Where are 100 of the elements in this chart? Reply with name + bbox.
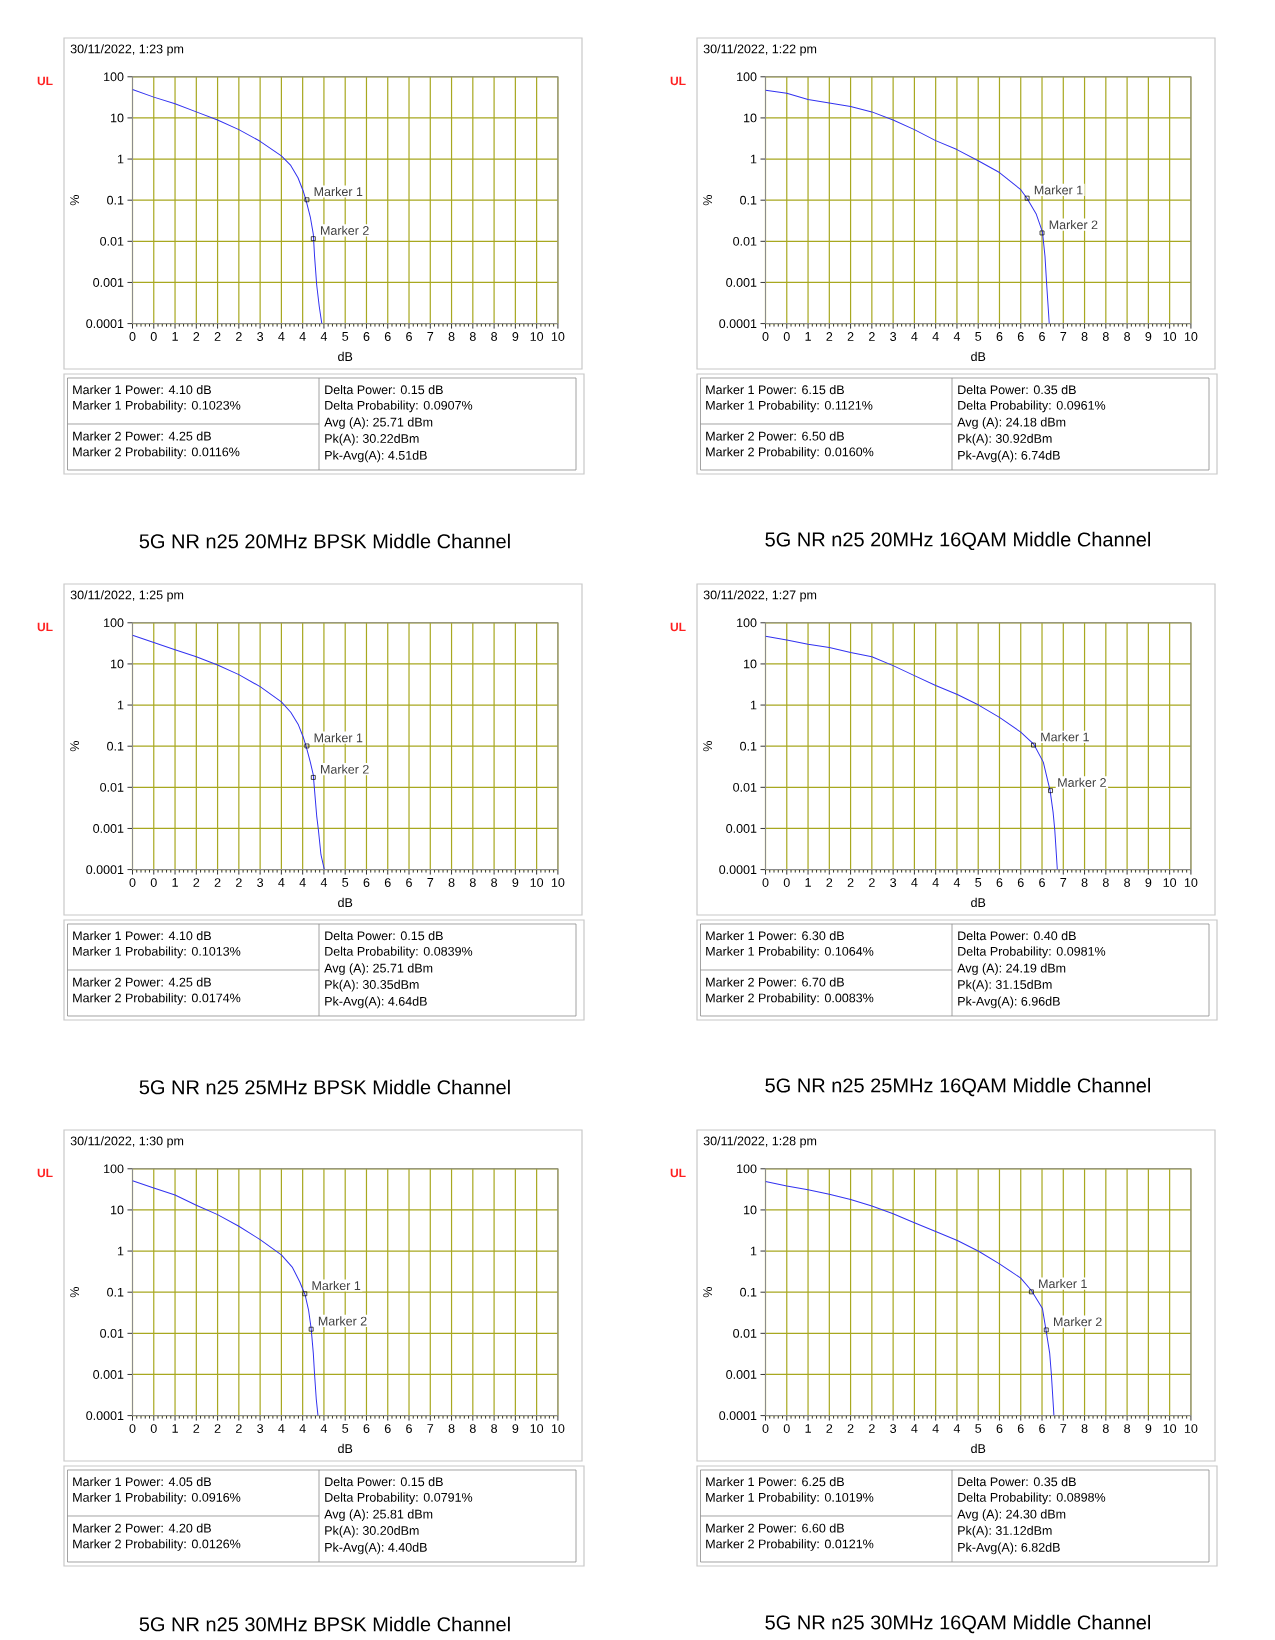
x-tick-label: 7 [427, 332, 434, 341]
x-tick-label: 8 [1102, 1424, 1109, 1433]
text: Marker 1 Probability: 0.1013% [73, 946, 241, 959]
x-tick-label: 2 [869, 878, 875, 887]
x-tick-label: 9 [512, 878, 519, 887]
x-tick-label: 2 [193, 1424, 200, 1433]
x-tick-label: 2 [826, 1424, 833, 1433]
y-tick-label: 100 [737, 618, 757, 628]
text: UL [37, 622, 53, 632]
x-tick-label: 0 [762, 1424, 769, 1433]
text: Avg (A): 25.71 dBm [324, 963, 433, 976]
text: Marker 1 Probability: 0.1023% [73, 400, 241, 413]
text: Pk-Avg(A): 4.40dB [325, 1542, 427, 1555]
y-axis-title: % [703, 741, 713, 752]
y-tick-label: 0.01 [733, 236, 757, 246]
x-tick-label: 2 [193, 332, 200, 341]
text: Marker 2 Probability: 0.0160% [706, 447, 874, 459]
text: UL [670, 622, 686, 632]
x-tick-label: 5 [975, 878, 982, 887]
x-tick-label: 5 [975, 1424, 982, 1433]
x-tick-label: 4 [932, 1424, 939, 1433]
text: Marker 1 Power: 4.05 dB [73, 1477, 211, 1487]
y-tick-label: 0.001 [93, 824, 124, 833]
x-tick-label: 6 [1017, 332, 1024, 341]
annotation: Marker 1 [1034, 185, 1083, 195]
x-tick-label: 10 [551, 332, 565, 341]
x-tick-label: 10 [1184, 332, 1198, 341]
text: UL [37, 1168, 53, 1178]
x-tick-label: 6 [996, 878, 1003, 887]
x-tick-label: 0 [762, 878, 769, 887]
text: Delta Power: 0.35 dB [958, 384, 1076, 395]
x-tick-label: 3 [257, 1424, 264, 1433]
x-tick-label: 0 [150, 332, 157, 341]
x-tick-label: 1 [805, 332, 811, 341]
x-tick-label: 4 [278, 332, 285, 341]
text: Delta Power: 0.15 dB [325, 1477, 443, 1487]
y-tick-label: 0.1 [107, 195, 124, 205]
x-tick-label: 3 [890, 1424, 897, 1433]
text: 5G NR n25 30MHz BPSK Middle Channel [139, 1616, 510, 1632]
y-tick-label: 0.001 [726, 278, 757, 287]
text: Delta Power: 0.15 dB [325, 930, 443, 941]
x-tick-label: 2 [869, 332, 875, 341]
text: Marker 2 Probability: 0.0121% [706, 1539, 874, 1551]
x-tick-label: 4 [278, 1424, 285, 1433]
x-tick-label: 4 [911, 332, 918, 341]
text: Delta Probability: 0.0791% [325, 1492, 473, 1505]
x-tick-label: 4 [320, 878, 328, 887]
x-tick-label: 4 [320, 332, 328, 341]
y-tick-label: 100 [737, 72, 757, 82]
y-tick-label: 0.0001 [719, 1411, 757, 1421]
y-tick-label: 10 [744, 113, 757, 123]
x-tick-label: 3 [890, 332, 897, 341]
y-axis-title: % [703, 1287, 713, 1298]
text: Pk-Avg(A): 6.82dB [958, 1542, 1060, 1555]
x-tick-label: 3 [257, 332, 264, 341]
x-tick-label: 0 [150, 878, 157, 887]
text: Pk(A): 30.20dBm [325, 1525, 419, 1538]
x-tick-label: 1 [172, 1424, 178, 1433]
chart-subtitle: 30/11/2022, 1:30 pm [70, 1136, 184, 1148]
x-tick-label: 6 [363, 332, 370, 341]
annotation: Marker 1 [1041, 732, 1089, 742]
y-tick-label: 0.01 [100, 236, 124, 246]
y-tick-label: 0.1 [740, 195, 757, 205]
y-tick-label: 1 [750, 700, 757, 710]
text: Avg (A): 24.30 dBm [957, 1509, 1066, 1522]
text: Pk(A): 31.12dBm [958, 1525, 1052, 1538]
x-tick-label: 1 [805, 1424, 811, 1433]
x-tick-label: 0 [783, 332, 790, 341]
x-tick-label: 5 [342, 1424, 349, 1433]
text: Delta Probability: 0.0981% [958, 946, 1106, 959]
x-tick-label: 9 [1145, 1424, 1152, 1433]
x-tick-label: 5 [975, 332, 982, 341]
text: Marker 1 Power: 6.30 dB [706, 930, 844, 941]
x-tick-label: 7 [427, 878, 434, 887]
text: Avg (A): 24.19 dBm [957, 963, 1066, 976]
x-tick-label: 2 [847, 332, 854, 341]
chart-subtitle: 30/11/2022, 1:23 pm [70, 44, 184, 56]
x-tick-label: 8 [491, 1424, 498, 1433]
x-tick-label: 8 [1124, 1424, 1131, 1433]
text: Pk-Avg(A): 4.64dB [325, 996, 427, 1009]
x-tick-label: 2 [847, 878, 854, 887]
y-axis-title: % [70, 1287, 80, 1298]
text: Marker 2 Probability: 0.0116% [73, 447, 240, 459]
y-tick-label: 10 [111, 1205, 124, 1215]
x-tick-label: 2 [869, 1424, 875, 1433]
y-tick-label: 0.01 [100, 1328, 124, 1338]
text: Avg (A): 25.71 dBm [324, 417, 433, 429]
y-tick-label: 10 [744, 659, 757, 669]
x-tick-label: 6 [1017, 1424, 1024, 1433]
x-tick-label: 5 [342, 332, 349, 341]
text: 5G NR n25 20MHz BPSK Middle Channel [139, 533, 510, 549]
x-tick-label: 8 [1102, 878, 1109, 887]
x-tick-label: 6 [1017, 878, 1024, 887]
annotation: Marker 1 [314, 733, 363, 743]
y-tick-label: 0.0001 [86, 1411, 124, 1421]
x-tick-label: 8 [469, 878, 476, 887]
x-tick-label: 9 [1145, 878, 1152, 887]
text: Avg (A): 24.18 dBm [957, 417, 1066, 429]
x-tick-label: 1 [805, 878, 811, 887]
x-tick-label: 6 [363, 878, 370, 887]
